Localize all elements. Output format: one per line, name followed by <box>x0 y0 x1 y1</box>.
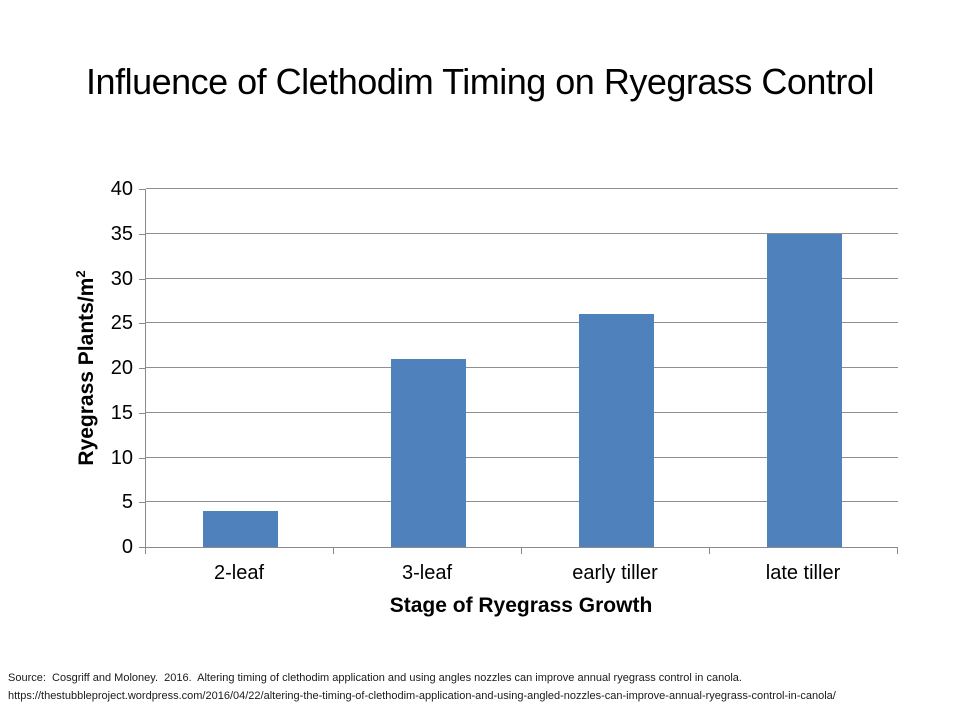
x-axis-tick-2 <box>521 548 522 554</box>
y-tick-label-30: 30 <box>110 267 133 290</box>
y-axis-title-superscript: 2 <box>73 270 88 278</box>
gridline-40 <box>146 188 898 189</box>
x-axis-tick-4 <box>897 548 898 554</box>
y-axis-title: Ryegrass Plants/m2 <box>73 270 99 465</box>
y-axis-title-text: Ryegrass Plants/m <box>75 277 98 466</box>
y-axis-tick-15 <box>139 412 145 414</box>
y-tick-label-5: 5 <box>121 491 133 514</box>
y-axis-tick-30 <box>139 278 145 280</box>
chart-title: Influence of Clethodim Timing on Ryegras… <box>86 61 874 102</box>
y-tick-label-15: 15 <box>110 401 133 424</box>
x-axis-tick-0 <box>145 548 146 554</box>
gridline-20 <box>146 367 898 368</box>
gridline-25 <box>146 322 898 324</box>
bar-3-leaf <box>390 359 466 547</box>
gridline-30 <box>146 277 898 279</box>
y-axis-tick-0 <box>139 547 145 548</box>
y-tick-label-0: 0 <box>121 536 133 558</box>
gridline-35 <box>146 232 898 234</box>
x-tick-label-3-leaf: 3-leaf <box>401 562 453 584</box>
x-axis-tick-1 <box>333 548 334 554</box>
x-tick-label-2-leaf: 2-leaf <box>213 562 265 584</box>
y-tick-label-40: 40 <box>110 178 133 200</box>
y-tick-label-35: 35 <box>110 222 133 245</box>
x-tick-label-late-tiller: late tiller <box>765 562 841 584</box>
source-citation: Source: Cosgriff and Moloney. 2016. Alte… <box>8 669 952 705</box>
bar-2-leaf <box>202 511 278 547</box>
y-axis-tick-5 <box>139 502 145 504</box>
y-axis-tick-20 <box>139 368 145 369</box>
y-axis-tick-35 <box>139 233 145 235</box>
source-citation-line1: Source: Cosgriff and Moloney. 2016. Alte… <box>8 672 742 684</box>
y-axis-tick-10 <box>139 457 145 459</box>
y-tick-label-20: 20 <box>110 357 133 379</box>
x-axis-tick-3 <box>709 548 710 554</box>
gridline-10 <box>146 456 898 458</box>
y-tick-label-10: 10 <box>110 446 133 469</box>
gridline-5 <box>146 501 898 503</box>
y-axis-tick-25 <box>139 323 145 325</box>
y-tick-label-25: 25 <box>110 312 133 335</box>
bar-late-tiller <box>766 233 842 547</box>
source-url-line: https://thestubbleproject.wordpress.com/… <box>8 690 836 702</box>
x-tick-label-early-tiller: early tiller <box>572 562 658 584</box>
y-axis-tick-40 <box>139 189 145 190</box>
bar-early-tiller <box>578 314 654 547</box>
plot-area <box>145 188 898 548</box>
gridline-15 <box>146 411 898 413</box>
x-axis-title: Stage of Ryegrass Growth <box>389 594 653 617</box>
